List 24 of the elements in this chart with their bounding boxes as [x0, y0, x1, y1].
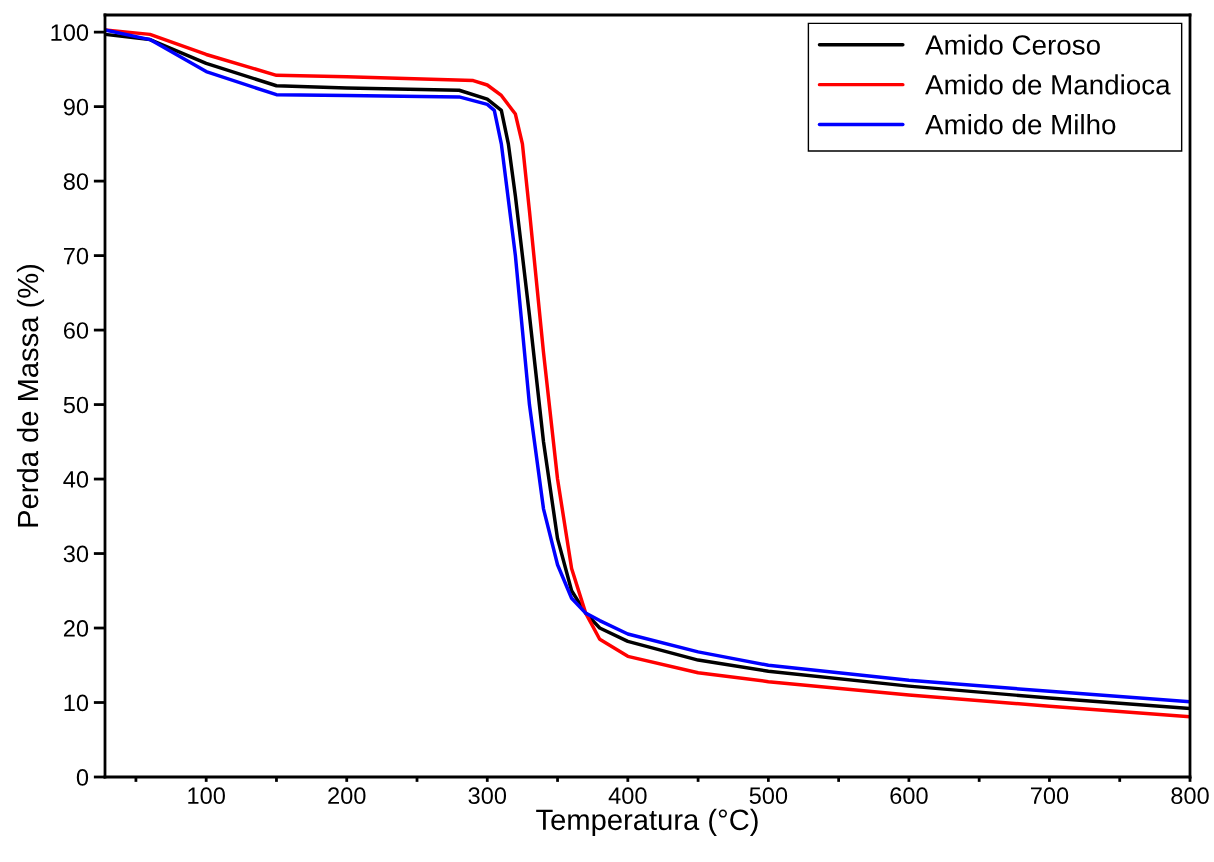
x-tick-label: 400 — [608, 787, 647, 805]
y-tick-label: 20 — [63, 620, 89, 637]
legend-label: Amido Ceroso — [925, 34, 1100, 55]
x-tick-label: 300 — [468, 787, 507, 805]
y-tick-label: 70 — [63, 247, 89, 265]
x-tick-label: 200 — [328, 787, 366, 805]
x-tick-label: 800 — [1171, 787, 1209, 805]
x-tick-label: 600 — [890, 787, 928, 805]
x-tick-label: 100 — [188, 787, 225, 805]
y-tick-label: 40 — [63, 471, 89, 488]
y-axis-title: Perda de Massa (%) — [16, 264, 45, 527]
x-tick-label: 500 — [749, 787, 788, 805]
y-tick-label: 100 — [51, 24, 89, 41]
legend-label: Amido de Mandioca — [925, 74, 1171, 95]
y-tick-label: 50 — [63, 396, 89, 414]
y-tick-label: 30 — [63, 545, 89, 563]
x-tick-label: 700 — [1030, 787, 1069, 805]
y-tick-label: 90 — [63, 98, 89, 116]
legend-label: Amido de Milho — [925, 114, 1116, 135]
y-tick-label: 10 — [64, 694, 89, 712]
x-axis-title: Temperatura (°C) — [536, 808, 758, 836]
y-tick-label: 0 — [76, 769, 89, 786]
y-tick-label: 80 — [63, 173, 89, 190]
y-tick-label: 60 — [63, 322, 89, 339]
